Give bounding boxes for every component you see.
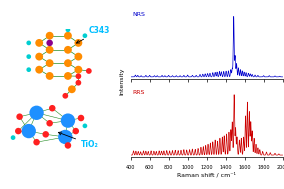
Circle shape: [74, 39, 82, 47]
Circle shape: [35, 39, 43, 47]
Text: TiO₂: TiO₂: [58, 132, 99, 149]
Circle shape: [66, 27, 70, 32]
Circle shape: [68, 85, 76, 93]
Circle shape: [43, 131, 49, 138]
Circle shape: [62, 93, 68, 99]
Circle shape: [49, 105, 56, 112]
Circle shape: [35, 66, 43, 74]
Circle shape: [46, 120, 53, 126]
Text: Intensity: Intensity: [119, 67, 124, 95]
Circle shape: [46, 32, 54, 40]
Circle shape: [65, 142, 71, 149]
Circle shape: [26, 41, 31, 45]
Circle shape: [83, 33, 87, 38]
Circle shape: [74, 53, 82, 60]
Circle shape: [35, 53, 43, 60]
Circle shape: [74, 66, 82, 74]
Circle shape: [15, 128, 22, 134]
Circle shape: [86, 68, 92, 74]
Circle shape: [76, 73, 81, 79]
Circle shape: [83, 123, 87, 128]
Circle shape: [72, 128, 79, 134]
Circle shape: [78, 115, 84, 121]
Circle shape: [46, 46, 54, 54]
Circle shape: [16, 113, 23, 120]
Circle shape: [11, 135, 15, 140]
Circle shape: [22, 124, 36, 138]
X-axis label: Raman shift / cm⁻¹: Raman shift / cm⁻¹: [177, 172, 236, 178]
Text: NRS: NRS: [132, 12, 145, 17]
Text: C343: C343: [76, 26, 110, 43]
Circle shape: [46, 40, 53, 46]
Circle shape: [64, 32, 72, 40]
Circle shape: [64, 72, 72, 80]
Circle shape: [76, 80, 81, 86]
Circle shape: [58, 130, 72, 144]
Circle shape: [26, 67, 31, 72]
Circle shape: [64, 46, 72, 54]
Circle shape: [46, 72, 54, 80]
Circle shape: [64, 59, 72, 67]
Circle shape: [33, 139, 40, 146]
Circle shape: [30, 106, 44, 120]
Circle shape: [61, 113, 75, 128]
Circle shape: [46, 59, 54, 67]
Circle shape: [26, 54, 31, 59]
Text: RRS: RRS: [132, 90, 145, 95]
